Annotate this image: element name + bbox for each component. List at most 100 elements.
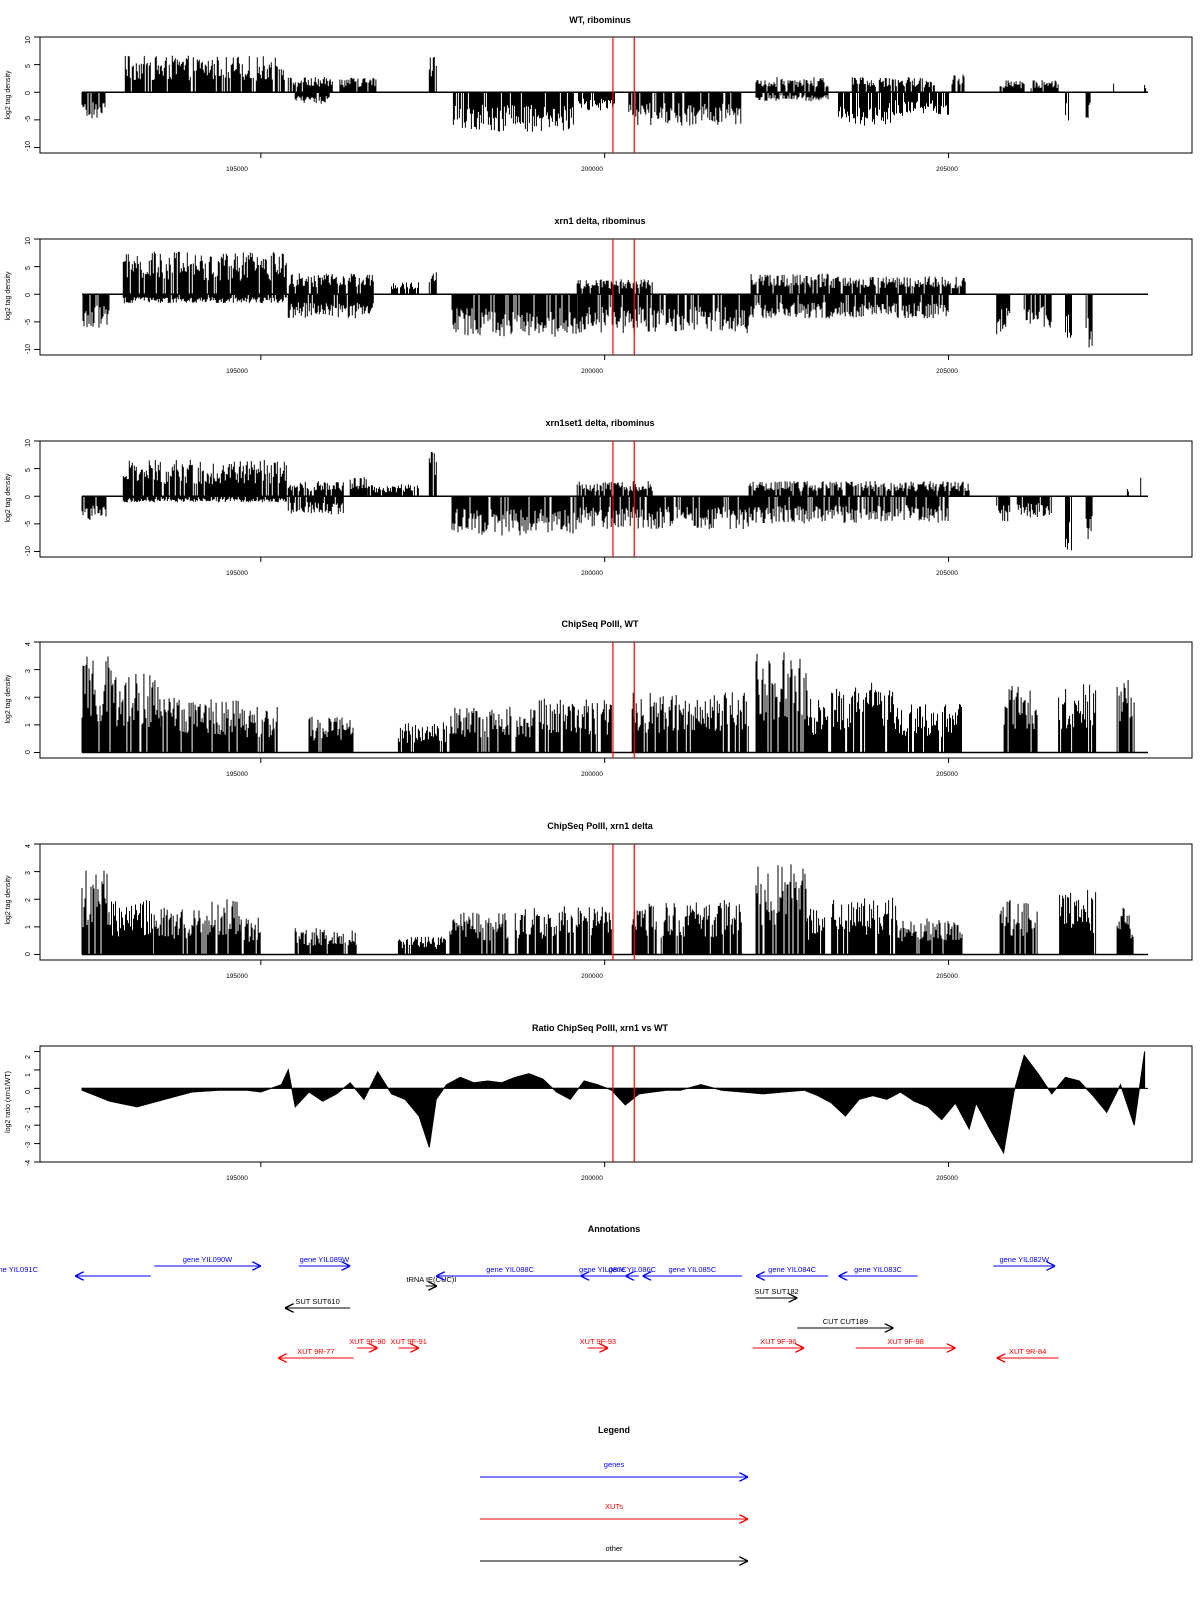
chart-panel-6 bbox=[34, 1045, 1193, 1167]
feature-label: gene YIL088C bbox=[486, 1265, 534, 1274]
y-axis-label: log2 tag density bbox=[5, 674, 12, 724]
feature-label: SUT SUT610 bbox=[295, 1297, 339, 1306]
feature-label: gene YIL085C bbox=[668, 1265, 716, 1274]
feature-label: CUT CUT189 bbox=[823, 1317, 868, 1326]
feature-label: gene YIL086C bbox=[608, 1265, 656, 1274]
legend-label: genes bbox=[604, 1460, 625, 1469]
feature: CUT CUT189 bbox=[797, 1317, 894, 1328]
panel-title: ChipSeq PolII, WT bbox=[562, 619, 639, 629]
x-tick-label: 205000 bbox=[936, 166, 958, 173]
panel-title: ChipSeq PolII, xrn1 delta bbox=[547, 821, 654, 831]
y-tick-label: 3 bbox=[25, 871, 32, 875]
feature-label: gene YIL082W bbox=[999, 1255, 1049, 1264]
y-axis-label: log2 tag density bbox=[5, 473, 12, 523]
x-tick-label: 205000 bbox=[936, 973, 958, 980]
feature: XUT 9F-98 bbox=[855, 1337, 956, 1348]
y-tick-labels: 10 5 0 -5 -10 bbox=[25, 36, 32, 151]
y-tick-label: 4 bbox=[25, 844, 32, 848]
feature: XUT 9R-84 bbox=[996, 1347, 1059, 1358]
y-tick-label: 0 bbox=[25, 750, 32, 754]
y-tick-label: -3 bbox=[25, 1142, 32, 1148]
y-tick-label: -2 bbox=[25, 1125, 32, 1131]
feature: SUT SUT182 bbox=[754, 1287, 799, 1298]
y-tick-label: -10 bbox=[25, 344, 32, 354]
feature: gene YIL085C bbox=[642, 1265, 743, 1276]
x-tick-label: 195000 bbox=[226, 771, 248, 778]
x-tick-label: 195000 bbox=[226, 973, 248, 980]
feature: gene YIL083C bbox=[838, 1265, 918, 1276]
feature: SUT SUT610 bbox=[284, 1297, 351, 1308]
feature-label: gene YIL087C bbox=[579, 1265, 627, 1274]
legend-label: other bbox=[605, 1544, 623, 1553]
feature-label: SUT SUT182 bbox=[754, 1287, 798, 1296]
y-tick-label: 1 bbox=[25, 723, 32, 727]
annotation-features: gene YIL091C gene YIL090W gene YIL089W tRNA… bbox=[0, 1255, 1059, 1358]
x-tick-label: 200000 bbox=[581, 973, 603, 980]
feature-label: XUT 9F-90 bbox=[349, 1337, 386, 1346]
y-tick-label: 10 bbox=[25, 36, 32, 44]
y-tick-labels: 0 1 2 3 4 bbox=[25, 642, 32, 754]
data-bars bbox=[82, 251, 1093, 348]
feature-label: XUT 9F-98 bbox=[887, 1337, 924, 1346]
x-tick-labels: 195000 200000 205000 bbox=[226, 166, 958, 173]
feature: XUT 9F-90 bbox=[349, 1337, 386, 1348]
panel-title: WT, ribominus bbox=[569, 15, 631, 25]
y-tick-label: 5 bbox=[25, 64, 32, 68]
y-tick-labels: 10 5 0 -5 -10 bbox=[25, 237, 32, 354]
panel-xrn1-ribominus: xrn1 delta, ribominus log2 tag density 1… bbox=[5, 216, 958, 375]
y-tick-labels: 0 1 2 3 4 bbox=[25, 844, 32, 956]
plot-frame bbox=[39, 641, 1193, 759]
chart-panel-1 bbox=[34, 36, 1193, 158]
x-tick-label: 195000 bbox=[226, 1175, 248, 1182]
panel-chipseq-wt: ChipSeq PolII, WT log2 tag density 0 1 2… bbox=[5, 619, 958, 778]
legend: Legend genes XUTs other bbox=[480, 1425, 748, 1561]
y-tick-label: -5 bbox=[25, 116, 32, 122]
feature: gene YIL082W bbox=[993, 1255, 1056, 1266]
chart-panel-4 bbox=[34, 641, 1193, 763]
y-tick-label: 0 bbox=[25, 495, 32, 499]
y-tick-label: -5 bbox=[25, 521, 32, 527]
plot-frame bbox=[39, 440, 1193, 558]
feature: gene YIL091C bbox=[0, 1265, 151, 1276]
feature: XUT 9R-77 bbox=[278, 1347, 354, 1358]
feature: gene YIL084C bbox=[755, 1265, 829, 1276]
x-tick-label: 205000 bbox=[936, 771, 958, 778]
x-tick-label: 200000 bbox=[581, 1175, 603, 1182]
y-tick-labels: 10 5 0 -5 -10 bbox=[25, 439, 32, 556]
y-tick-label: -1 bbox=[25, 1107, 32, 1113]
y-tick-label: 0 bbox=[25, 91, 32, 95]
feature-label: gene YIL089W bbox=[300, 1255, 350, 1264]
chart-panel-2 bbox=[34, 238, 1193, 360]
feature: XUT 9F-96 bbox=[752, 1337, 805, 1348]
panel-title: xrn1 delta, ribominus bbox=[554, 216, 645, 226]
y-tick-label: 1 bbox=[25, 925, 32, 929]
x-tick-label: 195000 bbox=[226, 368, 248, 375]
x-tick-label: 205000 bbox=[936, 570, 958, 577]
feature: XUT 9F-91 bbox=[390, 1337, 427, 1348]
y-tick-label: 2 bbox=[25, 898, 32, 902]
feature-label: XUT 9F-96 bbox=[760, 1337, 797, 1346]
legend-item-other: other bbox=[480, 1544, 748, 1561]
x-tick-label: 195000 bbox=[226, 166, 248, 173]
y-axis-label: log2 tag density bbox=[5, 875, 12, 925]
y-tick-label: 0 bbox=[25, 952, 32, 956]
x-tick-labels: 195000 200000 205000 bbox=[226, 570, 958, 577]
feature: tRNA tE(CUC)I bbox=[406, 1275, 456, 1286]
data-bars bbox=[81, 652, 1135, 753]
feature: gene YIL088C bbox=[436, 1265, 585, 1276]
panel-xrn1set1-ribominus: xrn1set1 delta, ribominus log2 tag densi… bbox=[5, 418, 958, 577]
y-tick-label: -10 bbox=[25, 546, 32, 556]
y-tick-label: 5 bbox=[25, 266, 32, 270]
x-tick-label: 200000 bbox=[581, 771, 603, 778]
feature-label: gene YIL091C bbox=[0, 1265, 39, 1274]
y-tick-labels: 2 1 0 -1 -2 -3 -4 bbox=[25, 1055, 32, 1166]
y-tick-label: -10 bbox=[25, 141, 32, 151]
panel-ratio-chipseq: Ratio ChipSeq PolII, xrn1 vs WT log2 rat… bbox=[5, 1023, 958, 1182]
y-axis-label: log2 tag density bbox=[5, 70, 12, 120]
feature: XUT 9F-93 bbox=[580, 1337, 616, 1348]
legend-title: Legend bbox=[598, 1425, 630, 1435]
panel-wt-ribominus: WT, ribominus log2 tag density 10 5 0 -5… bbox=[5, 15, 958, 173]
feature: gene YIL090W bbox=[154, 1255, 261, 1266]
y-tick-label: 4 bbox=[25, 642, 32, 646]
